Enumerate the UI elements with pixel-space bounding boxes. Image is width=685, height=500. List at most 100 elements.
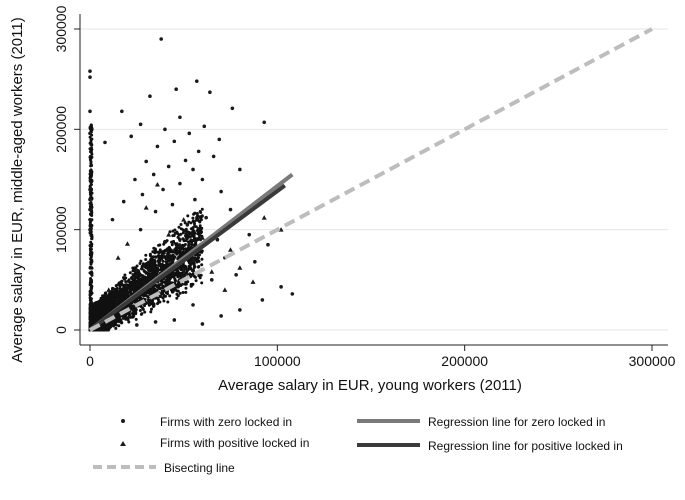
data-point-zero-locked xyxy=(140,192,145,197)
cloud-point xyxy=(132,286,136,290)
cloud-point xyxy=(128,285,132,289)
cloud-point xyxy=(196,265,200,269)
dense-point-cloud xyxy=(88,123,204,332)
cloud-point xyxy=(90,172,94,176)
cloud-point xyxy=(162,267,166,271)
cloud-point xyxy=(151,270,155,274)
cloud-point xyxy=(170,240,174,244)
cloud-point xyxy=(195,212,199,215)
cloud-point xyxy=(197,236,201,240)
cloud-point xyxy=(148,276,152,280)
cloud-point xyxy=(150,299,154,303)
cloud-point xyxy=(111,287,115,290)
cloud-point xyxy=(181,228,185,232)
cloud-point xyxy=(176,235,180,239)
data-point-zero-locked xyxy=(266,242,270,247)
data-point-zero-locked xyxy=(88,69,92,73)
cloud-point xyxy=(88,147,92,151)
cloud-point xyxy=(172,234,176,237)
cloud-point xyxy=(169,281,173,285)
cloud-point xyxy=(196,256,200,260)
data-point-zero-locked xyxy=(260,298,265,302)
cloud-point xyxy=(200,207,204,211)
cloud-point xyxy=(104,296,108,299)
cloud-point xyxy=(117,324,121,328)
x-tick-label: 300000 xyxy=(629,353,676,369)
cloud-point xyxy=(164,281,168,285)
data-point-zero-locked xyxy=(187,131,192,136)
cloud-point xyxy=(151,250,155,254)
cloud-point xyxy=(127,320,131,324)
cloud-point xyxy=(120,283,124,287)
cloud-point xyxy=(177,255,181,259)
data-point-positive-locked xyxy=(250,279,256,284)
cloud-point xyxy=(119,288,123,292)
data-point-zero-locked xyxy=(88,75,92,79)
data-point-positive-locked xyxy=(124,241,130,246)
cloud-point xyxy=(118,283,122,287)
data-point-positive-locked xyxy=(228,247,233,252)
cloud-point xyxy=(137,279,141,283)
cloud-point xyxy=(158,243,162,247)
data-point-positive-locked xyxy=(237,265,243,270)
cloud-point xyxy=(175,230,179,234)
data-point-zero-locked xyxy=(178,181,182,186)
cloud-point xyxy=(131,273,135,277)
cloud-point xyxy=(199,273,203,277)
cloud-point xyxy=(90,152,94,156)
cloud-point xyxy=(142,269,146,273)
cloud-point xyxy=(187,220,191,224)
data-point-zero-locked xyxy=(161,187,165,192)
cloud-point xyxy=(95,308,99,312)
cloud-point xyxy=(133,275,137,279)
cloud-point xyxy=(185,230,189,234)
cloud-point xyxy=(198,224,202,228)
cloud-point xyxy=(109,325,113,329)
cloud-point xyxy=(144,258,148,261)
cloud-point xyxy=(88,223,92,227)
data-point-zero-locked xyxy=(88,187,92,192)
cloud-point xyxy=(146,301,150,305)
cloud-point xyxy=(169,276,172,280)
legend-item-regression-positive: Regression line for positive locked in xyxy=(357,439,623,453)
cloud-point xyxy=(141,308,145,311)
cloud-point xyxy=(88,135,92,139)
cloud-point xyxy=(181,250,185,254)
cloud-point xyxy=(200,214,204,218)
cloud-point xyxy=(88,305,92,309)
cloud-point xyxy=(160,262,164,266)
cloud-point xyxy=(186,214,190,218)
cloud-point xyxy=(119,318,123,322)
cloud-point xyxy=(131,315,135,319)
data-point-zero-locked xyxy=(181,268,186,272)
cloud-point xyxy=(176,285,180,289)
cloud-point xyxy=(168,294,172,298)
cloud-point xyxy=(139,297,143,301)
cloud-point xyxy=(152,302,156,306)
cloud-point xyxy=(192,230,196,234)
legend-label: Regression line for positive locked in xyxy=(428,439,623,453)
cloud-point xyxy=(140,267,143,271)
cloud-point xyxy=(200,281,204,285)
cloud-point xyxy=(181,291,185,294)
cloud-point xyxy=(156,259,160,263)
axes-layer xyxy=(79,14,668,346)
cloud-point xyxy=(180,273,184,277)
cloud-point xyxy=(90,214,94,217)
data-point-zero-locked xyxy=(200,177,205,182)
data-point-zero-locked xyxy=(217,137,222,142)
cloud-point xyxy=(89,247,93,251)
cloud-point xyxy=(175,268,179,272)
data-point-zero-locked xyxy=(163,239,167,244)
cloud-point xyxy=(192,274,196,278)
plot-layer xyxy=(88,27,653,332)
cloud-point xyxy=(108,294,112,297)
cloud-point xyxy=(170,290,174,294)
cloud-point xyxy=(173,228,177,232)
cloud-point xyxy=(195,218,199,222)
cloud-point xyxy=(89,178,92,182)
cloud-point xyxy=(193,211,197,215)
cloud-point xyxy=(186,235,190,239)
cloud-point xyxy=(89,160,93,164)
